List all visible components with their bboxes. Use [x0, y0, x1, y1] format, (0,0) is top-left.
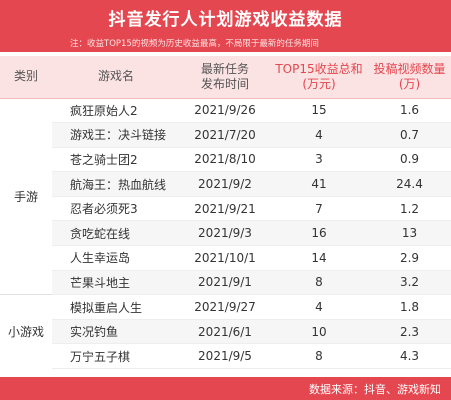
date-cell: 2021/8/10 [180, 147, 270, 173]
table-row: 人生幸运岛 2021/10/1 14 2.9 [0, 245, 451, 271]
table-row: 小游戏 模拟重启人生 2021/9/27 4 1.8 [0, 294, 451, 339]
date-cell: 2021/9/2 [180, 171, 270, 197]
header-date: 最新任务 发布时间 [180, 56, 270, 99]
date-cell: 2021/7/20 [180, 122, 270, 148]
game-name-cell: 实况钓鱼 [52, 319, 180, 345]
revenue-cell: 7 [270, 196, 368, 222]
videos-cell: 4.3 [368, 343, 451, 370]
videos-cell: 2.3 [368, 319, 451, 345]
data-source: 数据来源：抖音、游戏新知 [0, 377, 451, 400]
game-name-cell: 芒果斗地主 [52, 270, 180, 296]
revenue-cell: 16 [270, 220, 368, 247]
table-row: 航海王：热血航线 2021/9/2 41 24.4 [0, 171, 451, 197]
date-cell: 2021/9/3 [180, 220, 270, 247]
header-revenue: TOP15收益总和 (万元) [270, 56, 368, 99]
revenue-table: 类别 游戏名 最新任务 发布时间 TOP15收益总和 (万元) 投稿视频数量 (… [0, 56, 451, 370]
table-row: 芒果斗地主 2021/9/1 8 3.2 [0, 270, 451, 296]
date-cell: 2021/9/26 [180, 98, 270, 124]
videos-cell: 0.7 [368, 122, 451, 148]
header-revenue-line1: TOP15收益总和 [275, 61, 363, 76]
revenue-cell: 8 [270, 270, 368, 296]
game-name-cell: 忍者必须死3 [52, 196, 180, 222]
videos-cell: 1.6 [368, 98, 451, 124]
game-name-cell: 疯狂原始人2 [52, 98, 180, 124]
table-row: 万宁五子棋 2021/9/5 8 4.3 [0, 343, 451, 370]
revenue-cell: 4 [270, 122, 368, 148]
table-row: 贪吃蛇在线 2021/9/3 16 13 [0, 220, 451, 247]
date-cell: 2021/9/27 [180, 294, 270, 320]
game-name-cell: 航海王：热血航线 [52, 171, 180, 197]
game-name-cell: 万宁五子棋 [52, 343, 180, 370]
videos-cell: 0.9 [368, 147, 451, 173]
category-cell: 手游 [0, 98, 52, 296]
revenue-cell: 14 [270, 245, 368, 271]
game-name-cell: 贪吃蛇在线 [52, 220, 180, 247]
page-title: 抖音发行人计划游戏收益数据 [0, 0, 451, 34]
videos-cell: 24.4 [368, 171, 451, 197]
category-cell: 小游戏 [7, 325, 44, 340]
game-name-cell: 模拟重启人生 [52, 294, 180, 320]
game-name-cell: 人生幸运岛 [52, 245, 180, 271]
videos-cell: 1.8 [368, 294, 451, 320]
date-cell: 2021/9/1 [180, 270, 270, 296]
revenue-cell: 3 [270, 147, 368, 173]
date-cell: 2021/9/21 [180, 196, 270, 222]
header-videos-line2: (万) [398, 76, 421, 91]
table-body: 手游 疯狂原始人2 2021/9/26 15 1.6 游戏王：决斗链接 2021/7/20 4… [0, 98, 451, 370]
revenue-cell: 4 [270, 294, 368, 320]
revenue-cell: 10 [270, 319, 368, 345]
header-date-line2: 发布时间 [200, 76, 249, 91]
header-videos-line1: 投稿视频数量 [373, 61, 446, 76]
revenue-cell: 8 [270, 343, 368, 370]
videos-cell: 3.2 [368, 270, 451, 296]
videos-cell: 13 [368, 220, 451, 247]
table-row: 手游 疯狂原始人2 2021/9/26 15 1.6 [0, 98, 451, 296]
table-row: 忍者必须死3 2021/9/21 7 1.2 [0, 196, 451, 222]
date-cell: 2021/6/1 [180, 319, 270, 345]
videos-cell: 2.9 [368, 245, 451, 271]
videos-cell: 1.2 [368, 196, 451, 222]
table-row: 游戏王：决斗链接 2021/7/20 4 0.7 [0, 122, 451, 148]
revenue-cell: 41 [270, 171, 368, 197]
header-game: 游戏名 [52, 56, 180, 99]
header-date-line1: 最新任务 [200, 61, 249, 76]
date-cell: 2021/9/5 [180, 343, 270, 370]
table-row: 实况钓鱼 2021/6/1 10 2.3 [0, 319, 451, 345]
table-note: 注：收益TOP15的视频为历史收益最高，不局限于最新的任务期间 [0, 34, 451, 52]
game-name-cell: 苍之骑士团2 [52, 147, 180, 173]
header-videos: 投稿视频数量 (万) [368, 56, 451, 99]
header-revenue-line2: (万元) [302, 76, 336, 91]
game-name-cell: 游戏王：决斗链接 [52, 122, 180, 148]
date-cell: 2021/10/1 [180, 245, 270, 271]
table-header-row: 类别 游戏名 最新任务 发布时间 TOP15收益总和 (万元) 投稿视频数量 (… [0, 56, 451, 99]
table-row: 苍之骑士团2 2021/8/10 3 0.9 [0, 147, 451, 173]
revenue-cell: 15 [270, 98, 368, 124]
header-category: 类别 [0, 56, 52, 99]
